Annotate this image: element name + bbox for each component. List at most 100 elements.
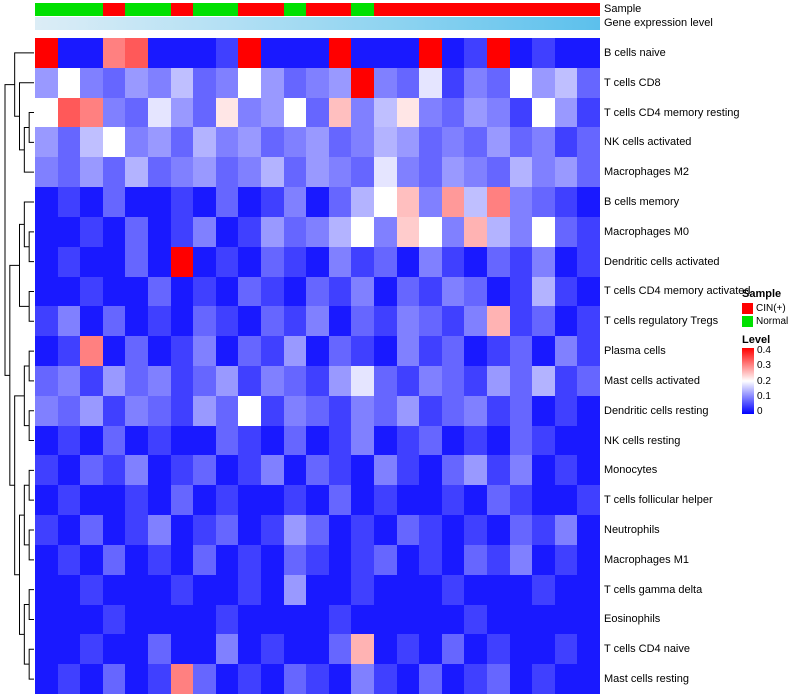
heatmap-cell [487, 455, 510, 486]
heatmap-cell [170, 67, 194, 98]
legend-level-title: Level [742, 334, 771, 346]
heatmap-cell [193, 634, 216, 665]
heatmap-cell [554, 38, 578, 68]
heatmap-cell [102, 544, 126, 575]
heatmap-cell [170, 634, 194, 665]
heatmap-cell [441, 544, 465, 575]
heatmap-cell [509, 216, 533, 247]
heatmap-cell [532, 246, 555, 277]
heatmap-cell [102, 306, 126, 337]
heatmap-cell [328, 336, 352, 366]
heatmap-cell [532, 634, 555, 665]
heatmap-cell [441, 246, 465, 277]
heatmap-cell [374, 634, 397, 665]
heatmap-cell [102, 97, 126, 128]
heatmap-cell [102, 395, 126, 426]
heatmap-cell [125, 157, 148, 188]
heatmap-cell [554, 306, 578, 337]
heatmap-cell [577, 544, 600, 575]
heatmap-cell [487, 97, 510, 128]
heatmap-cell [351, 634, 374, 665]
heatmap-cell [532, 276, 555, 307]
heatmap-cell [80, 306, 103, 337]
heatmap-cell [374, 246, 397, 277]
heatmap-cell [238, 306, 261, 337]
heatmap-cell [215, 604, 239, 635]
heatmap-cell [509, 67, 533, 98]
heatmap-cell [374, 216, 397, 247]
heatmap-cell [238, 515, 261, 545]
heatmap-cell [374, 97, 397, 128]
heatmap-cell [554, 187, 578, 217]
heatmap-cell [148, 395, 171, 426]
heatmap-cell [170, 366, 194, 396]
level-gradient-bar [742, 348, 754, 414]
heatmap-cell [577, 157, 600, 188]
heatmap-cell [306, 216, 329, 247]
heatmap-cell [283, 634, 307, 665]
heatmap-cell [80, 67, 103, 98]
heatmap-cell [283, 425, 307, 456]
heatmap-cell [554, 604, 578, 635]
row-label: Plasma cells [604, 345, 666, 358]
sample-annotation-segment [306, 3, 329, 16]
heatmap-cell [306, 276, 329, 307]
heatmap-cell [487, 544, 510, 575]
heatmap-cell [148, 127, 171, 158]
level-tick: 0.4 [757, 345, 771, 356]
heatmap-cell [509, 425, 533, 456]
heatmap-cell [351, 246, 374, 277]
heatmap-cell [102, 216, 126, 247]
heatmap-cell [35, 67, 58, 98]
legend-item-normal: Normal [742, 315, 800, 328]
heatmap-cell [577, 604, 600, 635]
heatmap-cell [351, 366, 374, 396]
heatmap-cell [554, 664, 578, 694]
sample-annotation-segment [193, 3, 216, 16]
heatmap-cell [464, 157, 487, 188]
normal-label: Normal [756, 316, 789, 327]
heatmap-cell [215, 574, 239, 605]
heatmap-cell [193, 246, 216, 277]
heatmap-cell [374, 544, 397, 575]
heatmap-cell [238, 485, 261, 516]
sample-annotation-segment [215, 3, 239, 16]
heatmap-cell [57, 216, 81, 247]
heatmap-cell [193, 306, 216, 337]
heatmap-cell [283, 366, 307, 396]
heatmap-cell [57, 336, 81, 366]
heatmap-cell [125, 604, 148, 635]
heatmap-cell [441, 366, 465, 396]
heatmap-cell [80, 574, 103, 605]
heatmap-cell [35, 336, 58, 366]
sample-annotation-segment [238, 3, 261, 16]
heatmap-cell [170, 246, 194, 277]
heatmap-cell [261, 634, 284, 665]
heatmap-cell [441, 395, 465, 426]
heatmap-cell [35, 306, 58, 337]
heatmap-cell [125, 67, 148, 98]
heatmap-cell [170, 544, 194, 575]
heatmap-cell [238, 187, 261, 217]
heatmap-cell [509, 246, 533, 277]
heatmap-cell [80, 425, 103, 456]
heatmap-cell [238, 216, 261, 247]
heatmap-cell [238, 67, 261, 98]
heatmap-cell [80, 187, 103, 217]
heatmap-cell [396, 664, 420, 694]
heatmap-cell [532, 485, 555, 516]
heatmap-cell [577, 425, 600, 456]
heatmap-cell [193, 425, 216, 456]
heatmap-cell [193, 664, 216, 694]
heatmap-cell [148, 485, 171, 516]
heatmap-cell [170, 276, 194, 307]
level-tick: 0.1 [757, 390, 771, 402]
heatmap-cell [419, 604, 442, 635]
heatmap-cell [148, 67, 171, 98]
heatmap-cell [532, 216, 555, 247]
heatmap-cell [487, 276, 510, 307]
heatmap-cell [487, 157, 510, 188]
heatmap-cell [554, 216, 578, 247]
heatmap-cell [577, 246, 600, 277]
heatmap-cell [306, 336, 329, 366]
